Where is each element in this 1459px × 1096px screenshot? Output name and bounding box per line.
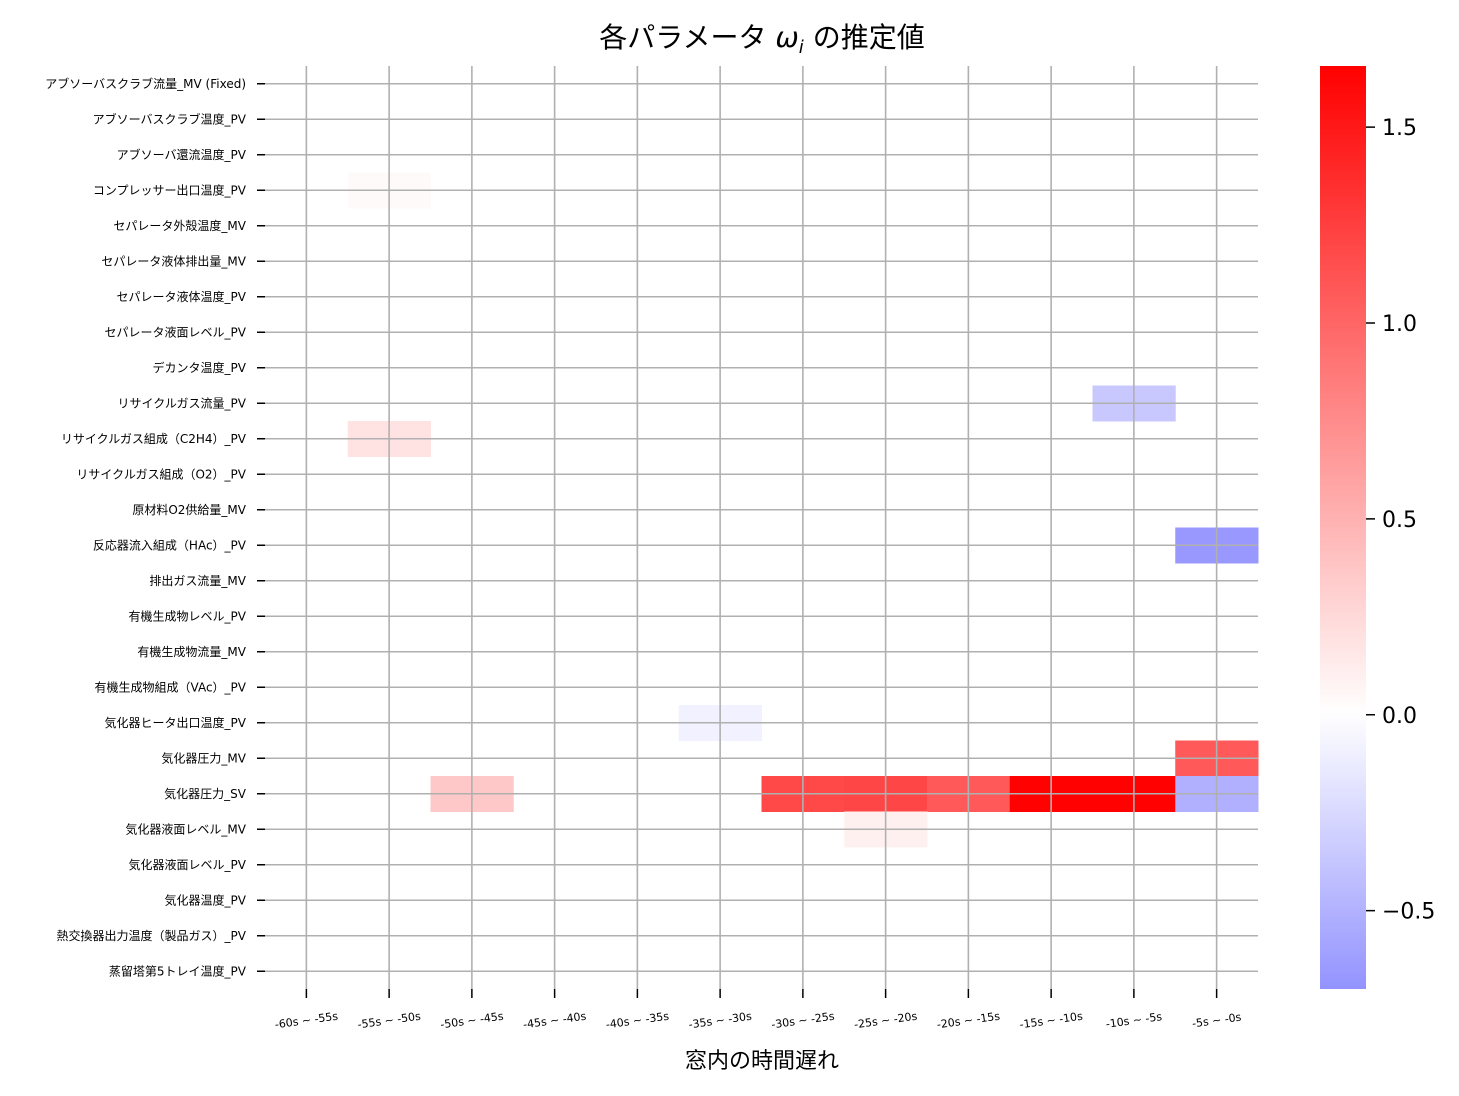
colorbar-tick-label: 0.5 (1382, 508, 1417, 533)
colorbar-tick-label: 1.0 (1382, 312, 1417, 337)
x-tick-label: -20s ~ -15s (936, 1010, 1001, 1032)
y-tick-label: 気化器ヒータ出口温度_PV (105, 715, 247, 730)
y-tick-label: 気化器液面レベル_PV (129, 857, 247, 872)
x-axis-label: 窓内の時間遅れ (685, 1049, 839, 1074)
x-tick-label: -35s ~ -30s (688, 1010, 753, 1032)
x-tick-label: -5s ~ -0s (1191, 1011, 1242, 1031)
x-tick-label: -15s ~ -10s (1019, 1010, 1084, 1032)
x-tick-label: -25s ~ -20s (853, 1010, 918, 1032)
x-tick-label: -60s ~ -55s (274, 1010, 339, 1032)
y-tick-label: リサイクルガス流量_PV (118, 396, 247, 410)
y-tick-label: アブソーバ還流温度_PV (117, 147, 247, 162)
y-tick-label: コンプレッサー出口温度_PV (93, 182, 247, 197)
grid-lines (265, 66, 1258, 989)
x-axis: -60s ~ -55s -55s ~ -50s -50s ~ -45s -45s ~ … (274, 989, 1242, 1031)
y-tick-label: 有機生成物組成（VAc）_PV (95, 679, 247, 694)
y-tick-label: 有機生成物レベル_PV (129, 608, 247, 623)
chart-title: 各パラメータ ωi の推定値 (599, 21, 924, 58)
y-tick-label: 熱交換器出力温度（製品ガス）_PV (57, 928, 247, 943)
y-tick-label: リサイクルガス組成（C2H4）_PV (61, 432, 247, 446)
colorbar (1320, 66, 1366, 989)
y-tick-label: 反応器流入組成（HAc）_PV (93, 538, 247, 552)
x-tick-label: -10s ~ -5s (1105, 1010, 1163, 1031)
y-tick-label: デカンタ温度_PV (153, 360, 247, 375)
x-tick-label: -30s ~ -25s (771, 1010, 836, 1032)
y-tick-label: 気化器温度_PV (165, 892, 247, 907)
y-tick-label: アブソーバスクラブ温度_PV (93, 111, 247, 126)
y-tick-label: 気化器液面レベル_MV (125, 821, 246, 836)
y-axis: アブソーバスクラブ流量_MV (Fixed) アブソーバスクラブ温度_PV アブソー… (45, 76, 265, 978)
y-tick-label: セパレータ液体排出量_MV (101, 253, 246, 268)
x-tick-label: -45s ~ -40s (522, 1010, 587, 1032)
colorbar-tick-label: 1.5 (1382, 116, 1417, 141)
y-tick-label: 気化器圧力_SV (164, 786, 247, 801)
x-tick-label: -55s ~ -50s (357, 1010, 422, 1032)
y-tick-label: アブソーバスクラブ流量_MV (Fixed) (45, 76, 246, 91)
colorbar-tick-label: −0.5 (1382, 900, 1435, 925)
y-tick-label: 蒸留塔第5トレイ温度_PV (109, 963, 247, 978)
y-tick-label: 気化器圧力_MV (161, 750, 246, 765)
colorbar-ticks: 1.5 1.0 0.5 0.0 −0.5 (1366, 116, 1435, 925)
y-tick-label: セパレータ液体温度_PV (117, 289, 247, 304)
y-tick-label: 排出ガス流量_MV (149, 574, 246, 588)
y-tick-label: セパレータ外殻温度_MV (113, 218, 246, 233)
y-tick-label: セパレータ液面レベル_PV (105, 324, 247, 339)
y-tick-label: 原材料O2供給量_MV (132, 503, 246, 517)
y-tick-label: リサイクルガス組成（O2）_PV (76, 467, 246, 481)
y-tick-label: 有機生成物流量_MV (137, 644, 246, 659)
x-tick-label: -40s ~ -35s (605, 1010, 670, 1032)
x-tick-label: -50s ~ -45s (440, 1010, 505, 1032)
colorbar-tick-label: 0.0 (1382, 704, 1417, 729)
